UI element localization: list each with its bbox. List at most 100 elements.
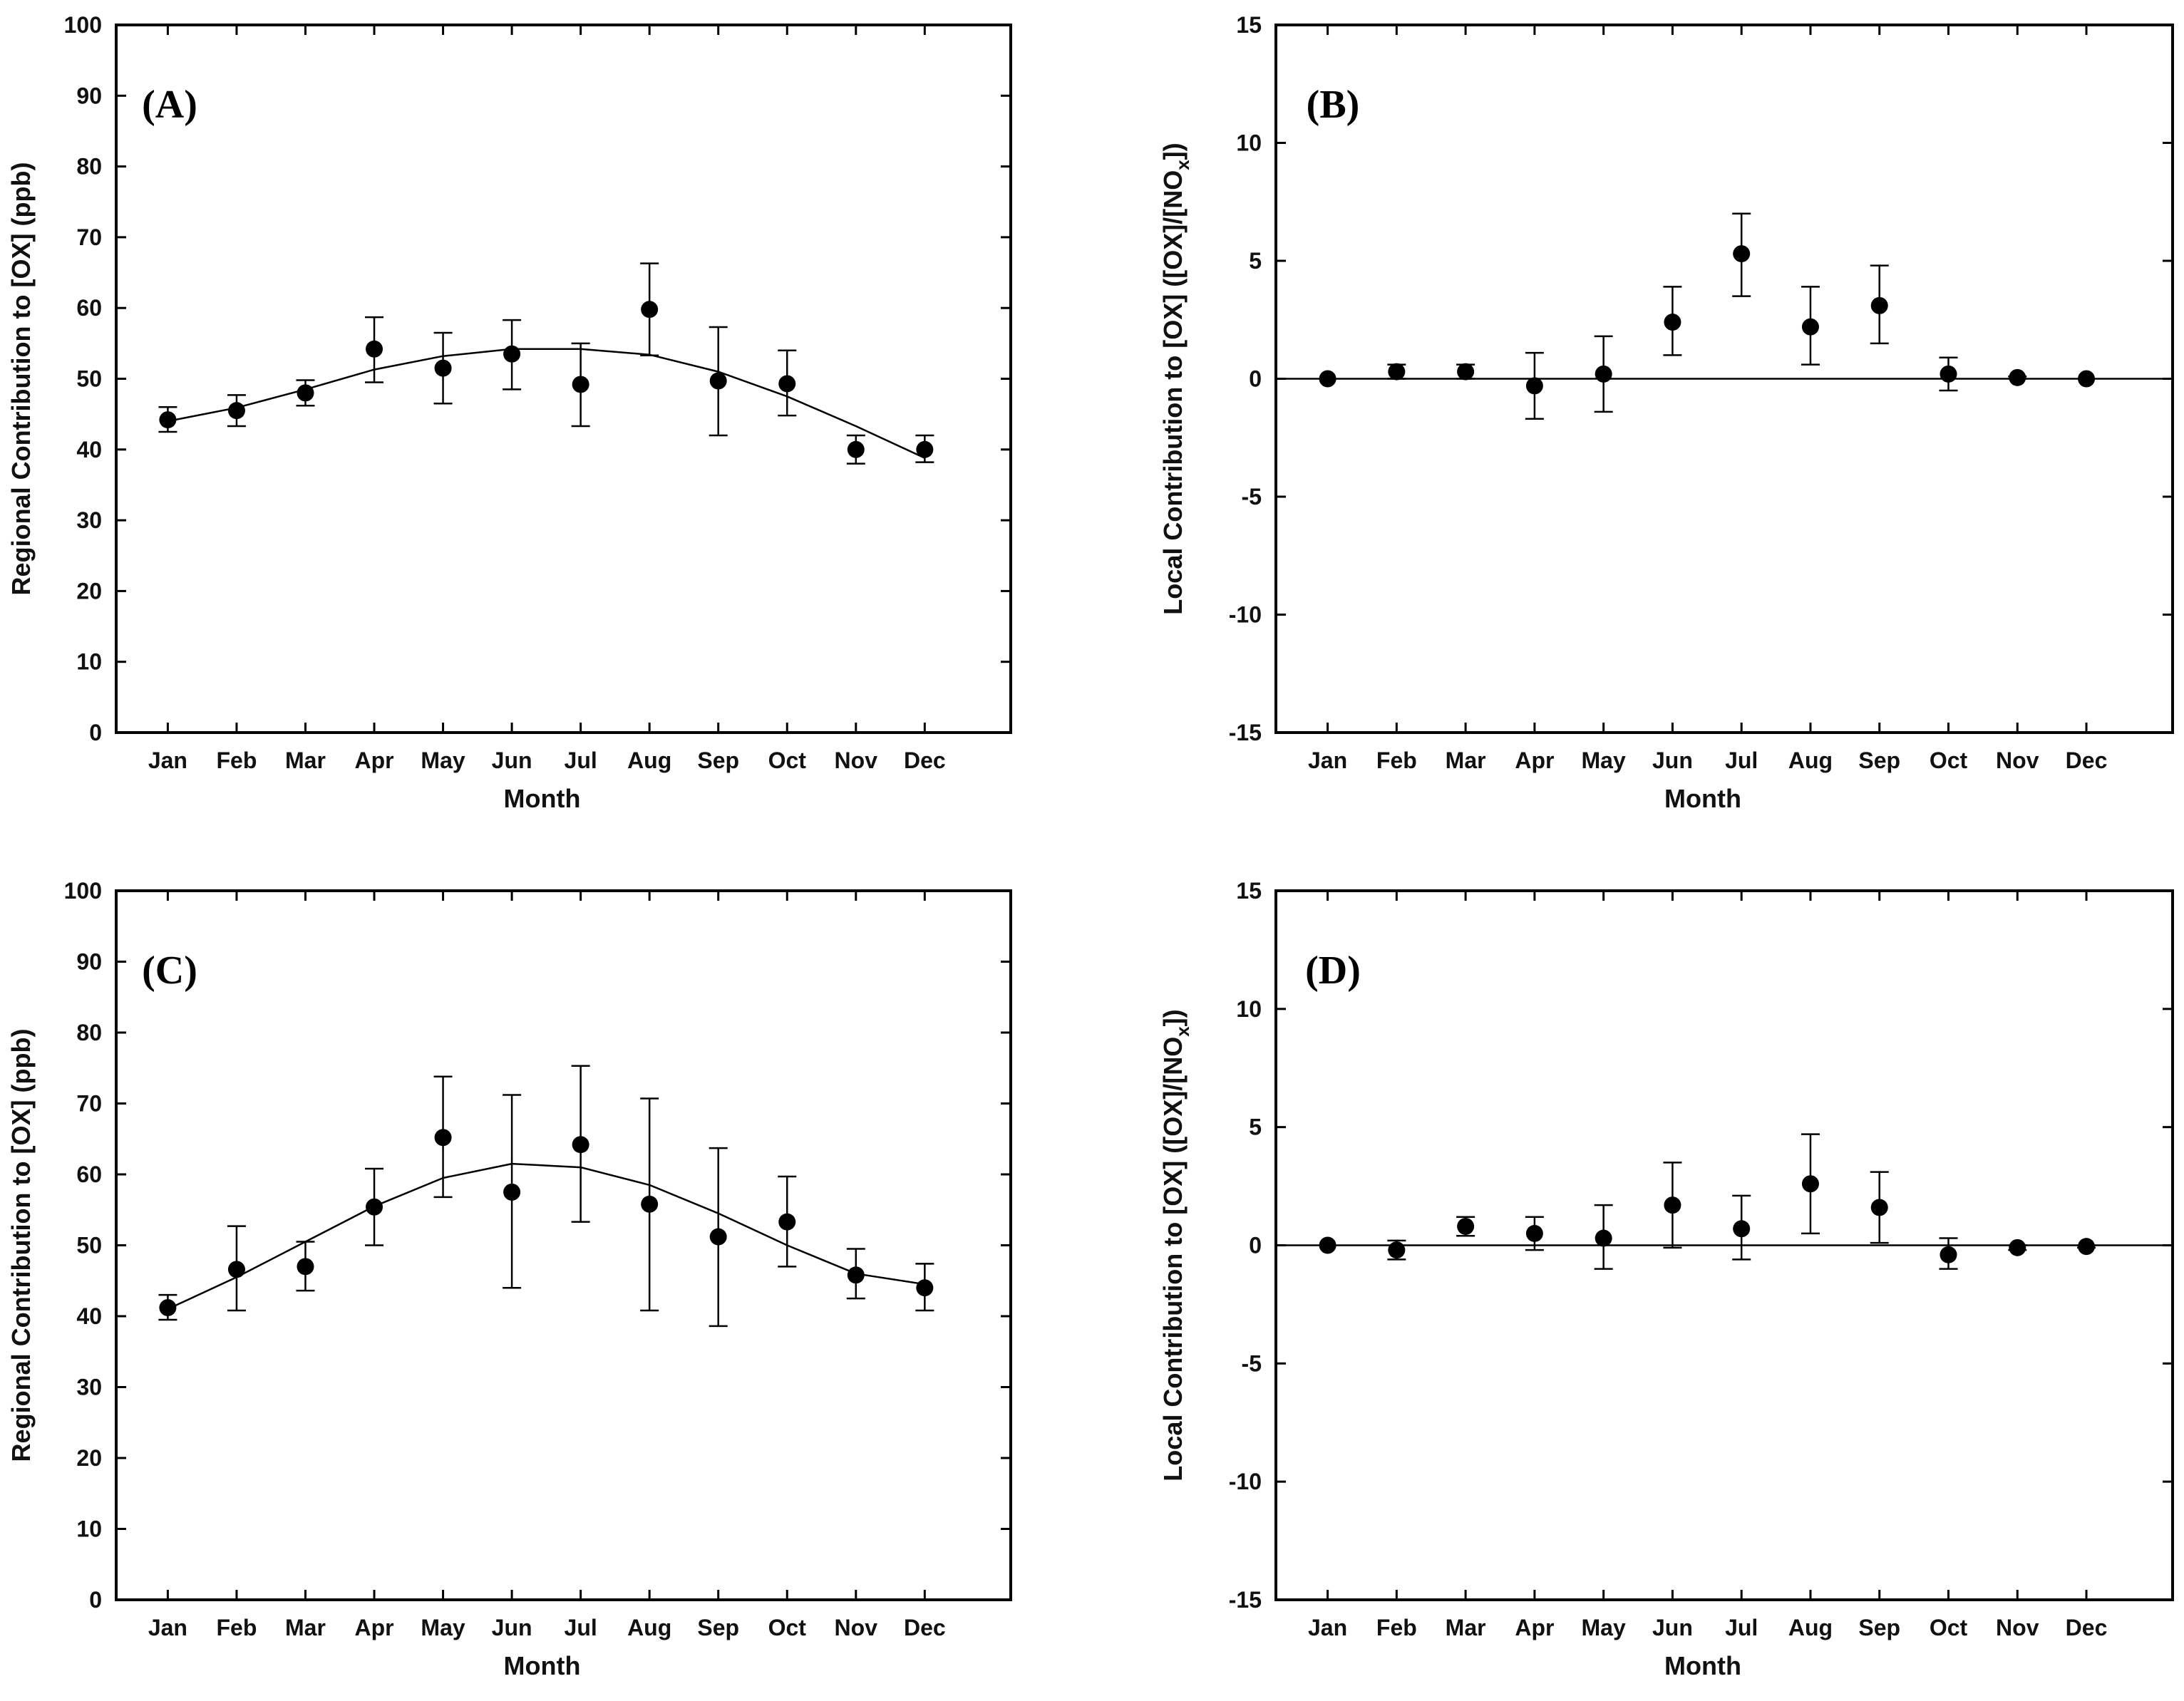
- y-tick-label: 40: [76, 1303, 102, 1329]
- data-point: [1801, 318, 1819, 336]
- data-point: [1595, 365, 1612, 383]
- x-axis-title: Month: [1664, 1651, 1741, 1680]
- data-point: [2078, 1238, 2096, 1256]
- x-tick-label: Jul: [565, 1615, 597, 1640]
- x-tick-label: Aug: [627, 1615, 671, 1640]
- x-tick-label: Jan: [1308, 748, 1347, 773]
- x-tick-label: Mar: [1446, 1615, 1486, 1640]
- y-tick-label: 5: [1249, 1115, 1262, 1140]
- y-tick-label: 20: [76, 1445, 102, 1471]
- y-tick-label: 70: [76, 224, 102, 250]
- data-point: [434, 1129, 452, 1147]
- y-tick-label: 30: [76, 1375, 102, 1400]
- panel-label: (D): [1305, 948, 1361, 993]
- plot-frame: [115, 889, 1012, 1601]
- y-axis-title: Regional Contribution to [OX] (ppb): [6, 1029, 36, 1462]
- data-point: [916, 440, 934, 458]
- data-point: [641, 301, 659, 319]
- y-tick-label: 80: [76, 1020, 102, 1045]
- data-point: [709, 372, 727, 390]
- y-tick-label: 15: [1236, 878, 1262, 904]
- y-tick-label: 0: [1249, 366, 1262, 392]
- data-point: [1664, 314, 1681, 331]
- data-point: [847, 1266, 865, 1284]
- x-axis-title: Month: [1664, 784, 1741, 813]
- x-tick-label: Feb: [1376, 748, 1417, 773]
- data-point: [297, 384, 314, 402]
- x-tick-label: Sep: [697, 748, 739, 773]
- data-point: [641, 1195, 659, 1213]
- x-tick-label: Dec: [2066, 1615, 2108, 1640]
- data-point: [1733, 1220, 1751, 1238]
- data-point: [1664, 1196, 1681, 1214]
- data-point: [366, 1198, 383, 1216]
- x-tick-label: Feb: [1376, 1615, 1417, 1640]
- data-point: [227, 1261, 245, 1278]
- x-tick-label: Nov: [835, 1615, 878, 1640]
- x-axis-title: Month: [504, 1651, 581, 1680]
- x-tick-label: Apr: [1515, 1615, 1554, 1640]
- data-point: [159, 1299, 177, 1317]
- x-tick-label: Oct: [1930, 748, 1968, 773]
- x-tick-label: May: [421, 1615, 465, 1640]
- data-point: [1319, 1236, 1336, 1254]
- data-point: [2009, 1239, 2026, 1256]
- data-point: [366, 340, 383, 358]
- x-tick-label: May: [421, 748, 465, 773]
- fit-curve: [168, 348, 925, 459]
- y-tick-label: 10: [1236, 130, 1262, 156]
- x-tick-label: Mar: [285, 748, 326, 773]
- y-tick-label: 60: [76, 1162, 102, 1187]
- x-tick-label: Sep: [697, 1615, 739, 1640]
- x-tick-label: Nov: [835, 748, 878, 773]
- x-tick-label: Oct: [1930, 1615, 1968, 1640]
- x-tick-label: Sep: [1858, 1615, 1900, 1640]
- x-tick-label: Apr: [1515, 748, 1554, 773]
- data-point: [2078, 370, 2096, 388]
- data-point: [297, 1258, 314, 1276]
- panel-label: (C): [142, 948, 197, 993]
- data-point: [1457, 1217, 1475, 1235]
- y-tick-label: 15: [1236, 12, 1262, 38]
- data-point: [709, 1228, 727, 1246]
- data-point: [434, 359, 452, 377]
- x-tick-label: Jul: [1725, 748, 1758, 773]
- y-axis-title: Local Contribution to [OX] ([OX]/[NOx]): [1158, 1009, 1193, 1481]
- y-axis-title-end: ]): [1158, 143, 1188, 160]
- y-tick-label: 10: [76, 649, 102, 675]
- data-point: [572, 376, 589, 393]
- panel-label: (A): [142, 83, 197, 127]
- x-tick-label: Aug: [1788, 748, 1833, 773]
- y-axis-title: Regional Contribution to [OX] (ppb): [6, 162, 36, 596]
- data-point: [1733, 245, 1751, 263]
- x-tick-label: Dec: [2066, 748, 2108, 773]
- x-tick-label: Jul: [565, 748, 597, 773]
- x-tick-label: Nov: [1996, 1615, 2039, 1640]
- x-tick-label: Jun: [492, 748, 532, 773]
- data-point: [1457, 363, 1475, 381]
- y-axis-title: Local Contribution to [OX] ([OX]/[NOx]): [1158, 143, 1193, 614]
- x-tick-label: Jan: [148, 748, 187, 773]
- data-point: [1595, 1229, 1612, 1247]
- data-point: [1870, 1199, 1888, 1216]
- x-tick-label: Jun: [492, 1615, 532, 1640]
- x-tick-label: Jan: [148, 1615, 187, 1640]
- x-axis-title: Month: [504, 784, 581, 813]
- x-tick-label: Jul: [1725, 1615, 1758, 1640]
- y-tick-label: 100: [64, 878, 102, 904]
- x-tick-label: Aug: [1788, 1615, 1833, 1640]
- x-tick-label: Oct: [768, 748, 807, 773]
- data-point: [778, 375, 796, 393]
- y-tick-label: 0: [89, 1587, 102, 1613]
- y-tick-label: -15: [1229, 1587, 1262, 1613]
- y-tick-label: -10: [1229, 602, 1262, 628]
- y-tick-label: 60: [76, 295, 102, 321]
- y-tick-label: 30: [76, 507, 102, 533]
- panel-d: -15 -10 -5 0 5 10 15 Jan Feb Mar Apr May Jun Jul Aug Se…: [1158, 878, 2174, 1680]
- data-point: [1525, 1224, 1543, 1242]
- data-point: [503, 1183, 521, 1201]
- y-axis-title-end: ]): [1158, 1009, 1188, 1026]
- data-point: [572, 1136, 589, 1154]
- y-tick-label: 5: [1249, 248, 1262, 274]
- y-tick-label: 0: [1249, 1233, 1262, 1258]
